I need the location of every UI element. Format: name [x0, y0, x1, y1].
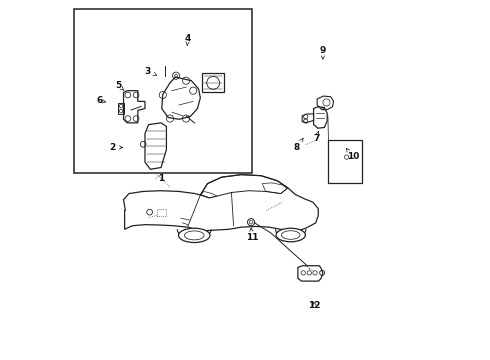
Text: 4: 4	[185, 34, 191, 46]
Text: 1: 1	[158, 175, 164, 184]
Text: 2: 2	[109, 143, 122, 152]
Text: 6: 6	[96, 96, 106, 105]
Text: 3: 3	[145, 67, 157, 76]
Ellipse shape	[184, 231, 204, 240]
Text: 12: 12	[308, 301, 321, 310]
Ellipse shape	[281, 231, 300, 239]
FancyBboxPatch shape	[328, 140, 362, 183]
Bar	[74, 9, 252, 173]
Ellipse shape	[178, 228, 210, 243]
Bar	[157, 208, 167, 216]
Text: 7: 7	[313, 131, 319, 143]
Text: 5: 5	[115, 81, 124, 91]
Text: 8: 8	[294, 138, 303, 152]
Text: 11: 11	[245, 228, 258, 242]
Ellipse shape	[276, 228, 305, 242]
Text: 10: 10	[346, 148, 359, 161]
Text: 9: 9	[319, 46, 326, 59]
Bar	[202, 73, 224, 93]
